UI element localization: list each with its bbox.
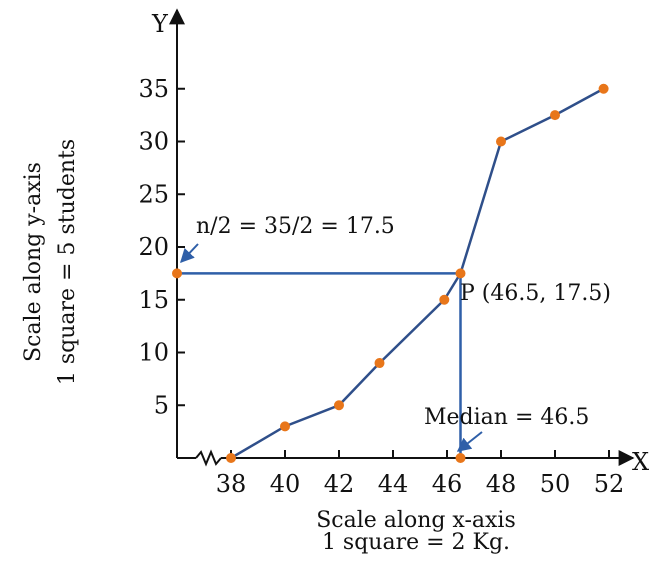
data-point: [455, 268, 466, 279]
half-n-point: [172, 268, 182, 279]
data-point: [280, 421, 290, 432]
data-point: [439, 294, 450, 305]
half-n-pointer-arrow: [180, 243, 199, 264]
y-ticks: 5 10 15 20 25 30 35: [138, 75, 185, 419]
y-scale-line-1: Scale along y-axis: [21, 162, 46, 362]
x-tick-label: 50: [540, 470, 571, 498]
y-tick-label: 10: [138, 339, 169, 367]
axis-break-zigzag: [195, 449, 222, 467]
half-n-annotation: n/2 = 35/2 = 17.5: [196, 214, 395, 239]
x-tick-label: 52: [594, 470, 625, 498]
median-pointer-arrow: [456, 431, 483, 452]
median-x-point: [455, 453, 466, 463]
y-scale-line-2: 1 square = 5 students: [55, 139, 80, 385]
x-scale-line-1: Scale along x-axis: [316, 508, 516, 533]
median-annotation: Median = 46.5: [424, 405, 589, 430]
y-tick-label: 35: [138, 75, 169, 103]
data-point: [374, 358, 385, 369]
x-ticks: 38 40 42 44 46 48 50 52: [216, 450, 625, 498]
data-point: [598, 83, 609, 94]
x-tick-label: 48: [486, 470, 517, 498]
data-points: [172, 83, 609, 463]
x-axis-letter: X: [632, 448, 649, 476]
x-tick-label: 44: [378, 470, 409, 498]
data-point: [496, 136, 506, 147]
y-tick-label: 25: [138, 180, 169, 208]
y-tick-label: 15: [138, 286, 169, 314]
x-tick-label: 40: [270, 470, 301, 498]
point-p-annotation: P (46.5, 17.5): [460, 281, 611, 306]
x-tick-label: 46: [432, 470, 463, 498]
x-scale-line-2: 1 square = 2 Kg.: [322, 530, 510, 555]
y-tick-label: 5: [154, 391, 169, 419]
y-tick-label: 30: [138, 128, 169, 156]
data-point: [334, 400, 344, 411]
y-axis-letter: Y: [151, 10, 169, 38]
data-point: [226, 453, 236, 463]
data-point: [550, 110, 560, 121]
y-tick-label: 20: [138, 233, 169, 261]
x-tick-label: 38: [216, 470, 247, 498]
x-tick-label: 42: [324, 470, 355, 498]
